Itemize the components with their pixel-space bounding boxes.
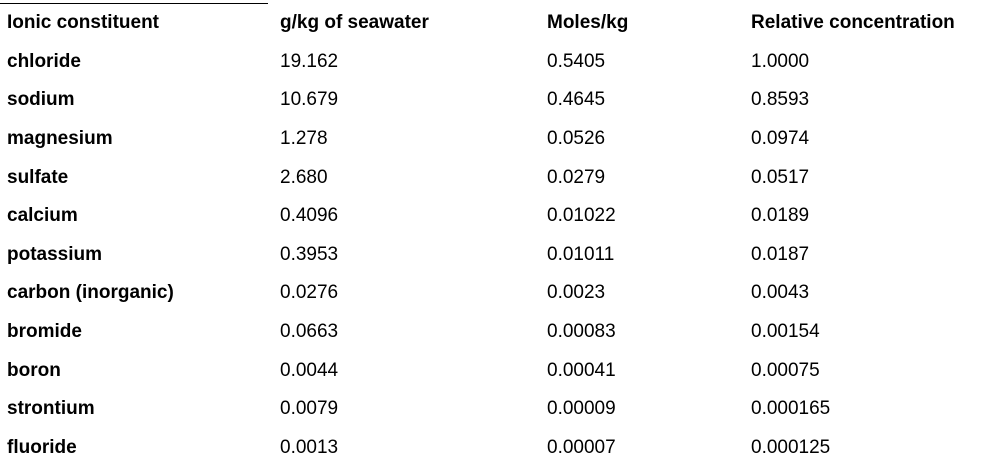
moles-per-kg-value: 0.4645 (547, 89, 606, 111)
relative-concentration-value: 0.000165 (751, 398, 831, 420)
table-row: sulfate 2.680 0.0279 0.0517 (0, 158, 982, 197)
table-row: potassium 0.3953 0.01011 0.0187 (0, 236, 982, 275)
relative-concentration-value: 0.8593 (751, 89, 810, 111)
moles-per-kg-value: 0.00083 (547, 321, 616, 343)
g-per-kg-value: 0.3953 (280, 243, 339, 265)
moles-per-kg-value: 0.5405 (547, 50, 606, 72)
constituent-name: calcium (7, 205, 78, 227)
moles-per-kg-value: 0.01011 (547, 243, 615, 265)
g-per-kg-value: 0.0044 (280, 359, 339, 381)
relative-concentration-value: 0.0974 (751, 128, 810, 150)
g-per-kg-value: 1.278 (280, 128, 328, 150)
header-g-per-kg: g/kg of seawater (280, 12, 429, 34)
relative-concentration-value: 0.0189 (751, 205, 810, 227)
g-per-kg-value: 0.0079 (280, 398, 339, 420)
relative-concentration-value: 0.0187 (751, 243, 810, 265)
constituent-name: sulfate (7, 166, 69, 188)
g-per-kg-value: 0.0276 (280, 282, 339, 304)
relative-concentration-value: 0.0517 (751, 166, 810, 188)
g-per-kg-value: 0.4096 (280, 205, 339, 227)
relative-concentration-value: 1.0000 (751, 50, 810, 72)
table-row: carbon (inorganic) 0.0276 0.0023 0.0043 (0, 274, 982, 313)
table-row: magnesium 1.278 0.0526 0.0974 (0, 120, 982, 159)
constituent-name: bromide (7, 321, 82, 343)
g-per-kg-value: 0.0013 (280, 436, 339, 458)
header-ionic-constituent: Ionic constituent (7, 12, 159, 34)
constituent-name: strontium (7, 398, 95, 420)
constituent-name: sodium (7, 89, 75, 111)
g-per-kg-value: 19.162 (280, 50, 339, 72)
constituent-name: boron (7, 359, 61, 381)
g-per-kg-value: 0.0663 (280, 321, 339, 343)
table-row: calcium 0.4096 0.01022 0.0189 (0, 197, 982, 236)
moles-per-kg-value: 0.00007 (547, 436, 616, 458)
table-row: boron 0.0044 0.00041 0.00075 (0, 351, 982, 390)
table-row: sodium 10.679 0.4645 0.8593 (0, 81, 982, 120)
moles-per-kg-value: 0.0526 (547, 128, 606, 150)
constituent-name: carbon (inorganic) (7, 282, 174, 304)
table-top-rule (0, 3, 268, 4)
g-per-kg-value: 10.679 (280, 89, 339, 111)
moles-per-kg-value: 0.00041 (547, 359, 616, 381)
header-moles-per-kg: Moles/kg (547, 12, 629, 34)
table-row: chloride 19.162 0.5405 1.0000 (0, 43, 982, 82)
table-row: fluoride 0.0013 0.00007 0.000125 (0, 429, 982, 467)
constituent-name: chloride (7, 50, 81, 72)
relative-concentration-value: 0.0043 (751, 282, 810, 304)
table-header-row: Ionic constituent g/kg of seawater Moles… (0, 4, 982, 43)
relative-concentration-value: 0.00154 (751, 321, 820, 343)
constituent-name: fluoride (7, 436, 77, 458)
header-relative-concentration: Relative concentration (751, 12, 955, 34)
relative-concentration-value: 0.000125 (751, 436, 831, 458)
constituent-name: magnesium (7, 128, 113, 150)
table-row: strontium 0.0079 0.00009 0.000165 (0, 390, 982, 429)
g-per-kg-value: 2.680 (280, 166, 328, 188)
moles-per-kg-value: 0.00009 (547, 398, 616, 420)
seawater-ion-table: Ionic constituent g/kg of seawater Moles… (0, 4, 982, 467)
relative-concentration-value: 0.00075 (751, 359, 820, 381)
moles-per-kg-value: 0.0279 (547, 166, 606, 188)
moles-per-kg-value: 0.01022 (547, 205, 616, 227)
moles-per-kg-value: 0.0023 (547, 282, 606, 304)
table-row: bromide 0.0663 0.00083 0.00154 (0, 313, 982, 352)
constituent-name: potassium (7, 243, 103, 265)
